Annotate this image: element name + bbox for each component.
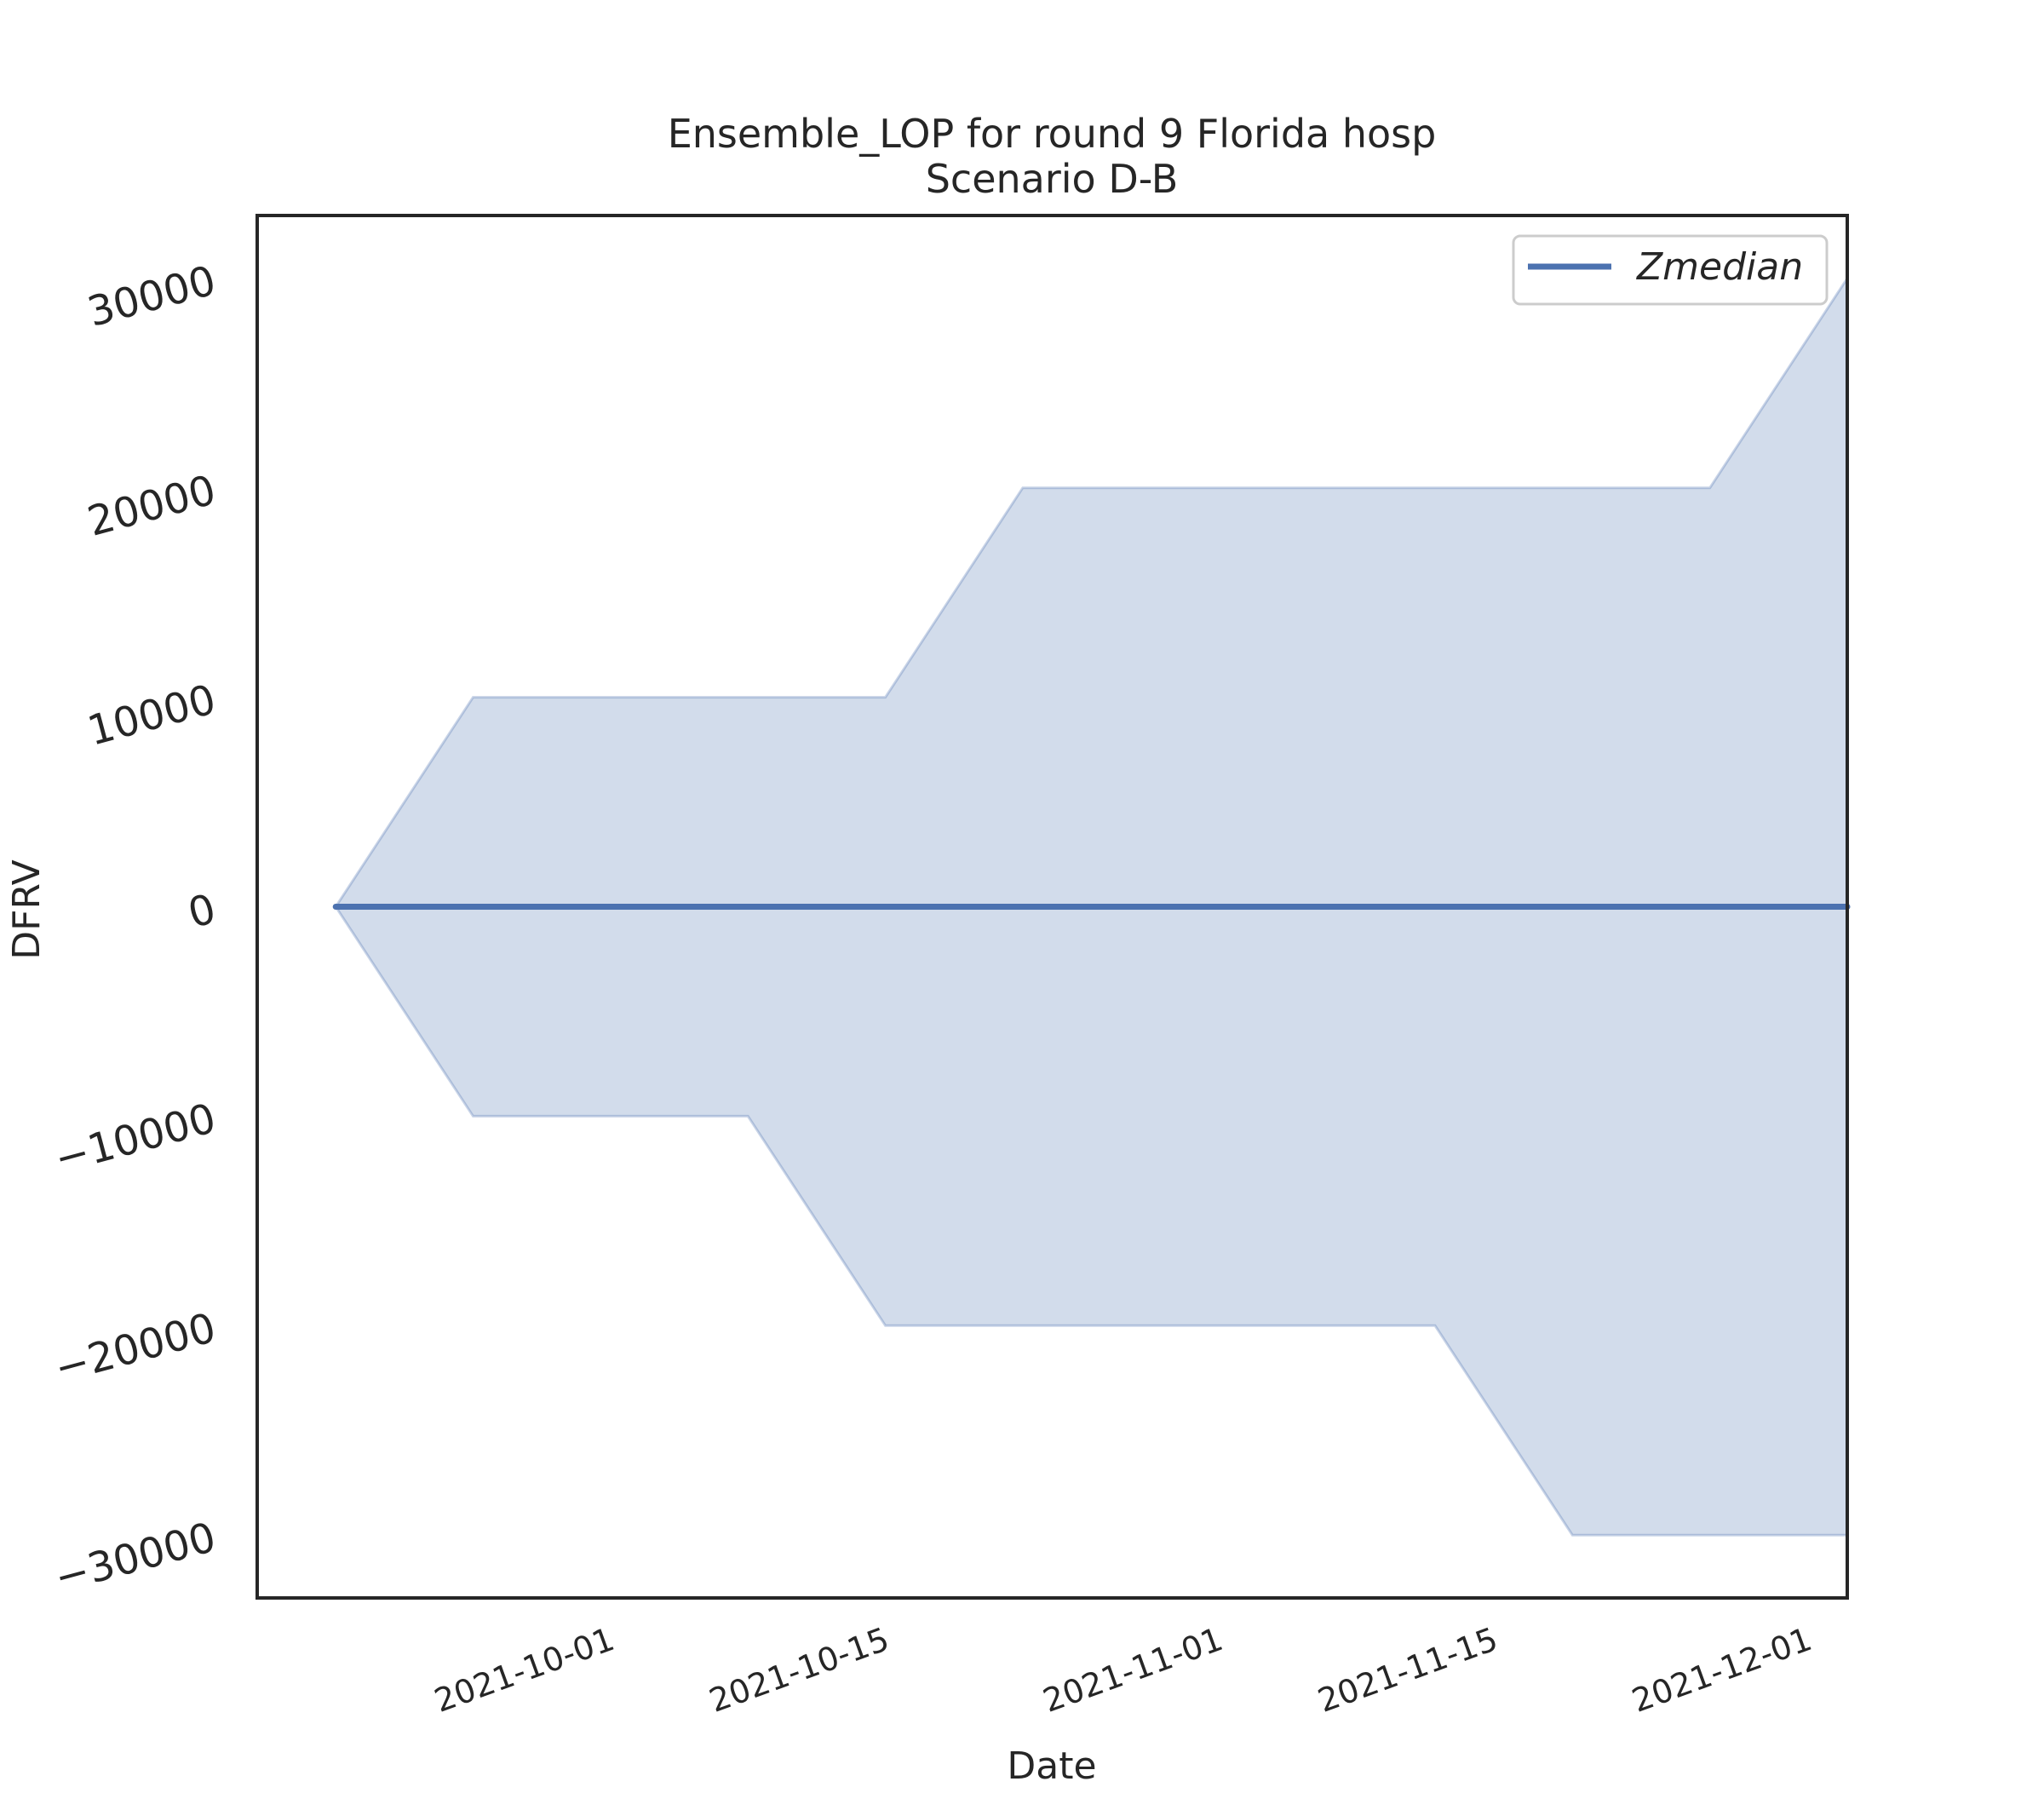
legend-box (1512, 234, 1829, 306)
x-axis-label: Date (1007, 1744, 1096, 1788)
chart-title: Ensemble_LOP for round 9 Florida hosp (668, 111, 1437, 157)
plot-frame (256, 214, 1849, 1600)
legend-label: Zmedian (1636, 245, 1803, 289)
legend: Zmedian (1512, 234, 1829, 306)
chart-subtitle: Scenario D-B (926, 156, 1179, 202)
y-axis-label: DFRV (5, 859, 49, 959)
